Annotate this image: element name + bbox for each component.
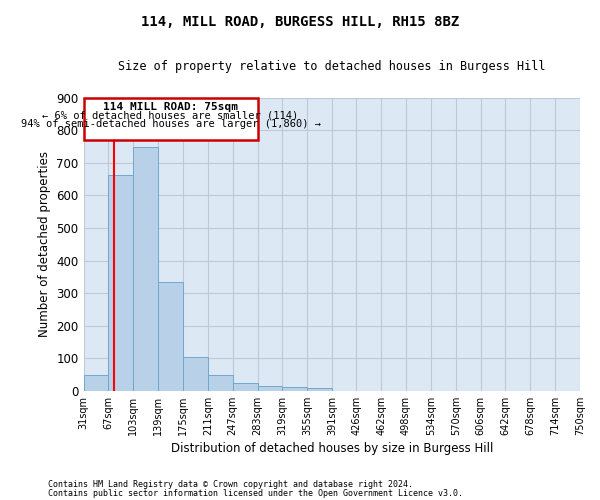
Bar xyxy=(208,374,233,391)
Bar xyxy=(158,282,183,391)
Bar xyxy=(283,387,307,391)
Text: ← 6% of detached houses are smaller (114): ← 6% of detached houses are smaller (114… xyxy=(43,110,299,120)
Y-axis label: Number of detached properties: Number of detached properties xyxy=(38,152,51,338)
Title: Size of property relative to detached houses in Burgess Hill: Size of property relative to detached ho… xyxy=(118,60,545,73)
Bar xyxy=(183,356,208,391)
Bar xyxy=(307,388,332,391)
Text: Contains public sector information licensed under the Open Government Licence v3: Contains public sector information licen… xyxy=(48,488,463,498)
Bar xyxy=(257,386,283,391)
Text: 114, MILL ROAD, BURGESS HILL, RH15 8BZ: 114, MILL ROAD, BURGESS HILL, RH15 8BZ xyxy=(141,15,459,29)
Text: Contains HM Land Registry data © Crown copyright and database right 2024.: Contains HM Land Registry data © Crown c… xyxy=(48,480,413,489)
FancyBboxPatch shape xyxy=(83,98,257,140)
Bar xyxy=(133,146,158,391)
X-axis label: Distribution of detached houses by size in Burgess Hill: Distribution of detached houses by size … xyxy=(170,442,493,455)
Text: 114 MILL ROAD: 75sqm: 114 MILL ROAD: 75sqm xyxy=(103,102,238,112)
Bar xyxy=(83,375,109,391)
Text: 94% of semi-detached houses are larger (1,860) →: 94% of semi-detached houses are larger (… xyxy=(20,118,320,128)
Bar xyxy=(109,176,133,391)
Bar xyxy=(233,384,257,391)
